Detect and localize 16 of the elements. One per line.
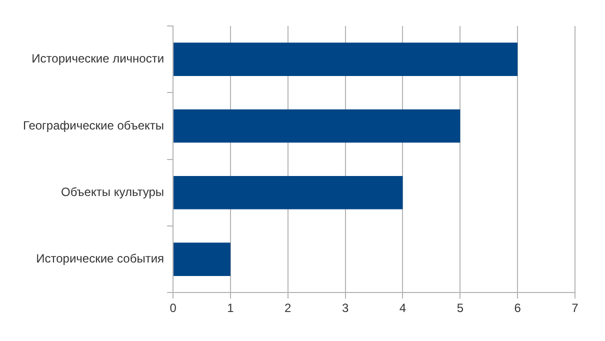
x-tick-label: 6: [514, 301, 522, 316]
x-tick-label: 2: [284, 301, 292, 316]
y-tick-label: Объекты культуры: [60, 184, 164, 199]
x-tick-label: 0: [170, 301, 177, 316]
bar: [174, 42, 518, 76]
bar: [174, 109, 460, 143]
x-tick-label: 5: [456, 301, 464, 316]
y-tick-label: Географические объекты: [22, 118, 164, 132]
x-tick-label: 7: [572, 301, 579, 316]
x-tick-label: 4: [399, 301, 406, 316]
x-tick-label: 1: [227, 301, 234, 316]
bar: [174, 242, 230, 276]
y-tick-label: Исторические события: [36, 252, 164, 266]
bar: [174, 176, 403, 210]
y-tick-label: Исторические личности: [32, 52, 164, 66]
x-tick-label: 3: [342, 301, 349, 316]
